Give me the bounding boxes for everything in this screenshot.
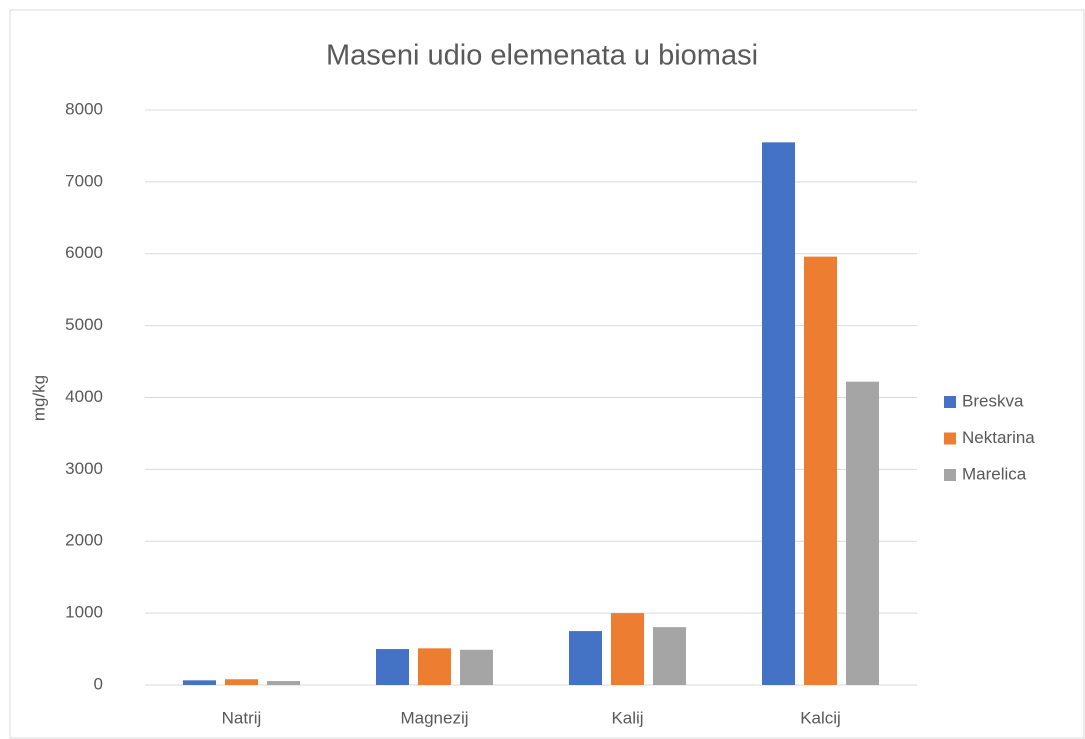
- chart-title: Maseni udio elemenata u biomasi: [326, 40, 758, 72]
- legend-swatch: [944, 396, 956, 408]
- y-tick-label: 0: [94, 674, 103, 693]
- x-tick-label: Kalcij: [800, 708, 841, 727]
- chart-border: [9, 9, 1085, 739]
- bar: [762, 142, 795, 685]
- legend-label: Nektarina: [962, 428, 1035, 447]
- bar: [611, 613, 644, 685]
- bar: [376, 649, 409, 685]
- bar: [653, 627, 686, 685]
- legend-label: Marelica: [962, 464, 1027, 483]
- bar: [267, 681, 300, 685]
- x-tick-label: Magnezij: [400, 708, 468, 727]
- y-tick-label: 8000: [65, 99, 103, 118]
- y-tick-label: 4000: [65, 387, 103, 406]
- x-tick-label: Natrij: [222, 708, 262, 727]
- bar: [225, 679, 258, 685]
- legend-swatch: [944, 469, 956, 481]
- y-tick-label: 3000: [65, 459, 103, 478]
- y-tick-label: 6000: [65, 243, 103, 262]
- bar: [804, 256, 837, 685]
- legend-swatch: [944, 432, 956, 445]
- bar: [418, 648, 451, 685]
- bar: [460, 649, 493, 685]
- y-tick-label: 2000: [65, 531, 103, 550]
- bar: [846, 381, 879, 685]
- x-tick-label: Kalij: [611, 708, 643, 727]
- bar: [569, 631, 602, 685]
- y-tick-label: 7000: [65, 171, 103, 190]
- y-tick-label: 5000: [65, 315, 103, 334]
- y-axis-label: mg/kg: [29, 375, 48, 421]
- legend-label: Breskva: [962, 391, 1024, 410]
- bar: [183, 680, 216, 685]
- y-tick-label: 1000: [65, 603, 103, 622]
